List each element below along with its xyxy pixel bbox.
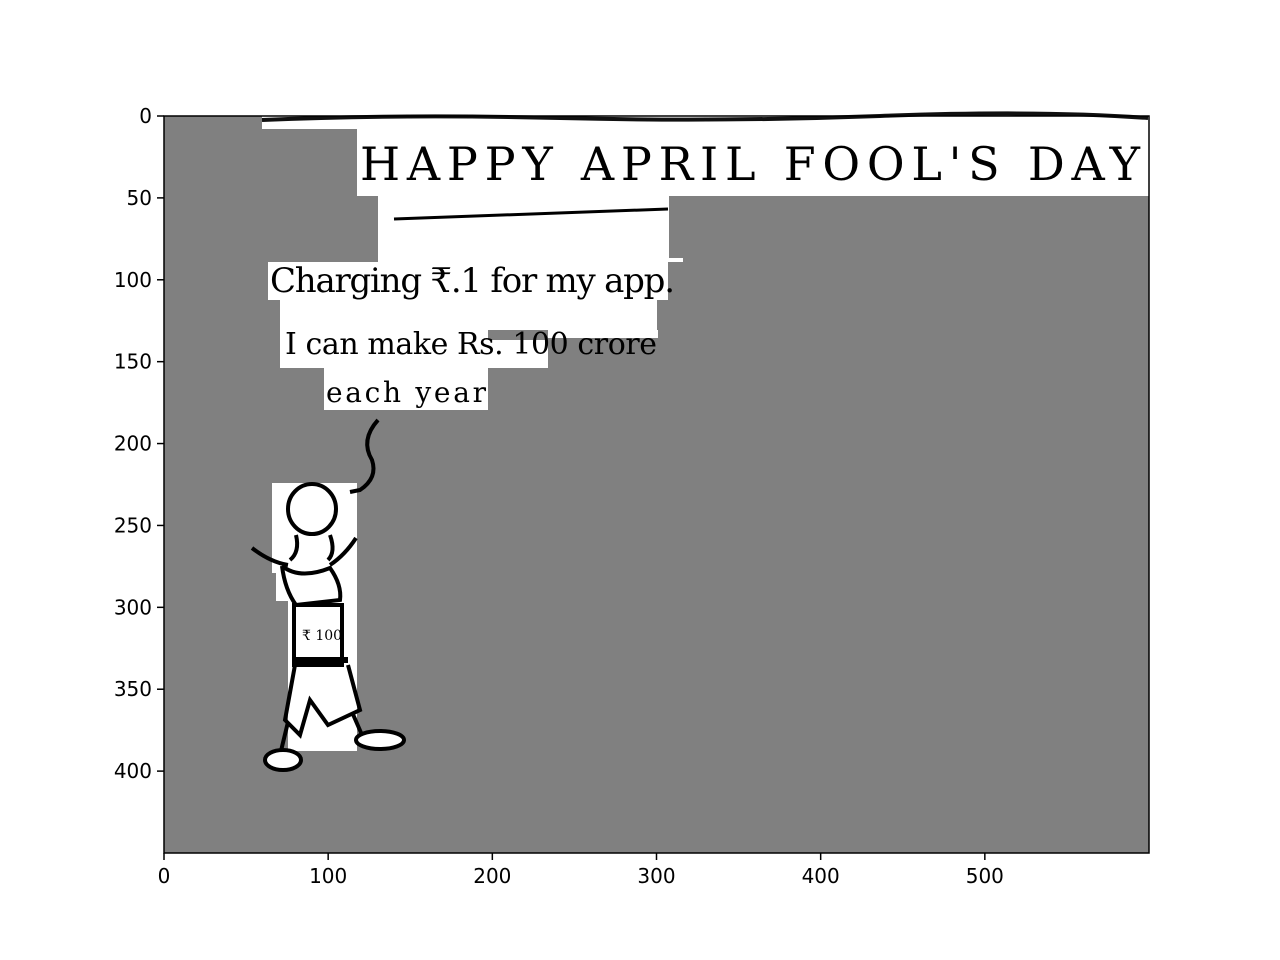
y-tick-label: 100	[114, 268, 152, 292]
y-tick-label: 0	[139, 104, 152, 128]
revealed-paper-region	[262, 116, 1149, 751]
message-line-3: each year	[326, 376, 487, 409]
y-tick-label: 50	[127, 186, 152, 210]
heading-underline	[393, 207, 669, 221]
shirt-text: ₹ 100	[302, 628, 342, 644]
y-axis: 0 50 100 150 200 250 300 350 400	[114, 104, 164, 783]
y-tick-label: 300	[114, 595, 152, 619]
x-tick-label: 100	[309, 864, 347, 888]
y-tick-label: 150	[114, 350, 152, 374]
message-line-1: Charging ₹.1 for my app.	[270, 261, 675, 301]
message-line-2: I can make Rs. 100 crore	[285, 327, 657, 362]
x-tick-label: 400	[802, 864, 840, 888]
y-tick-label: 400	[114, 759, 152, 783]
heading-text: HAPPY APRIL FOOL'S DAY	[360, 137, 1141, 191]
stick-figure	[250, 418, 406, 772]
x-axis: 0 100 200 300 400 500	[158, 853, 1004, 888]
x-tick-label: 300	[637, 864, 675, 888]
x-tick-label: 0	[158, 864, 171, 888]
y-tick-label: 200	[114, 432, 152, 456]
x-tick-label: 500	[966, 864, 1004, 888]
x-tick-label: 200	[473, 864, 511, 888]
y-tick-label: 350	[114, 677, 152, 701]
y-tick-label: 250	[114, 513, 152, 537]
